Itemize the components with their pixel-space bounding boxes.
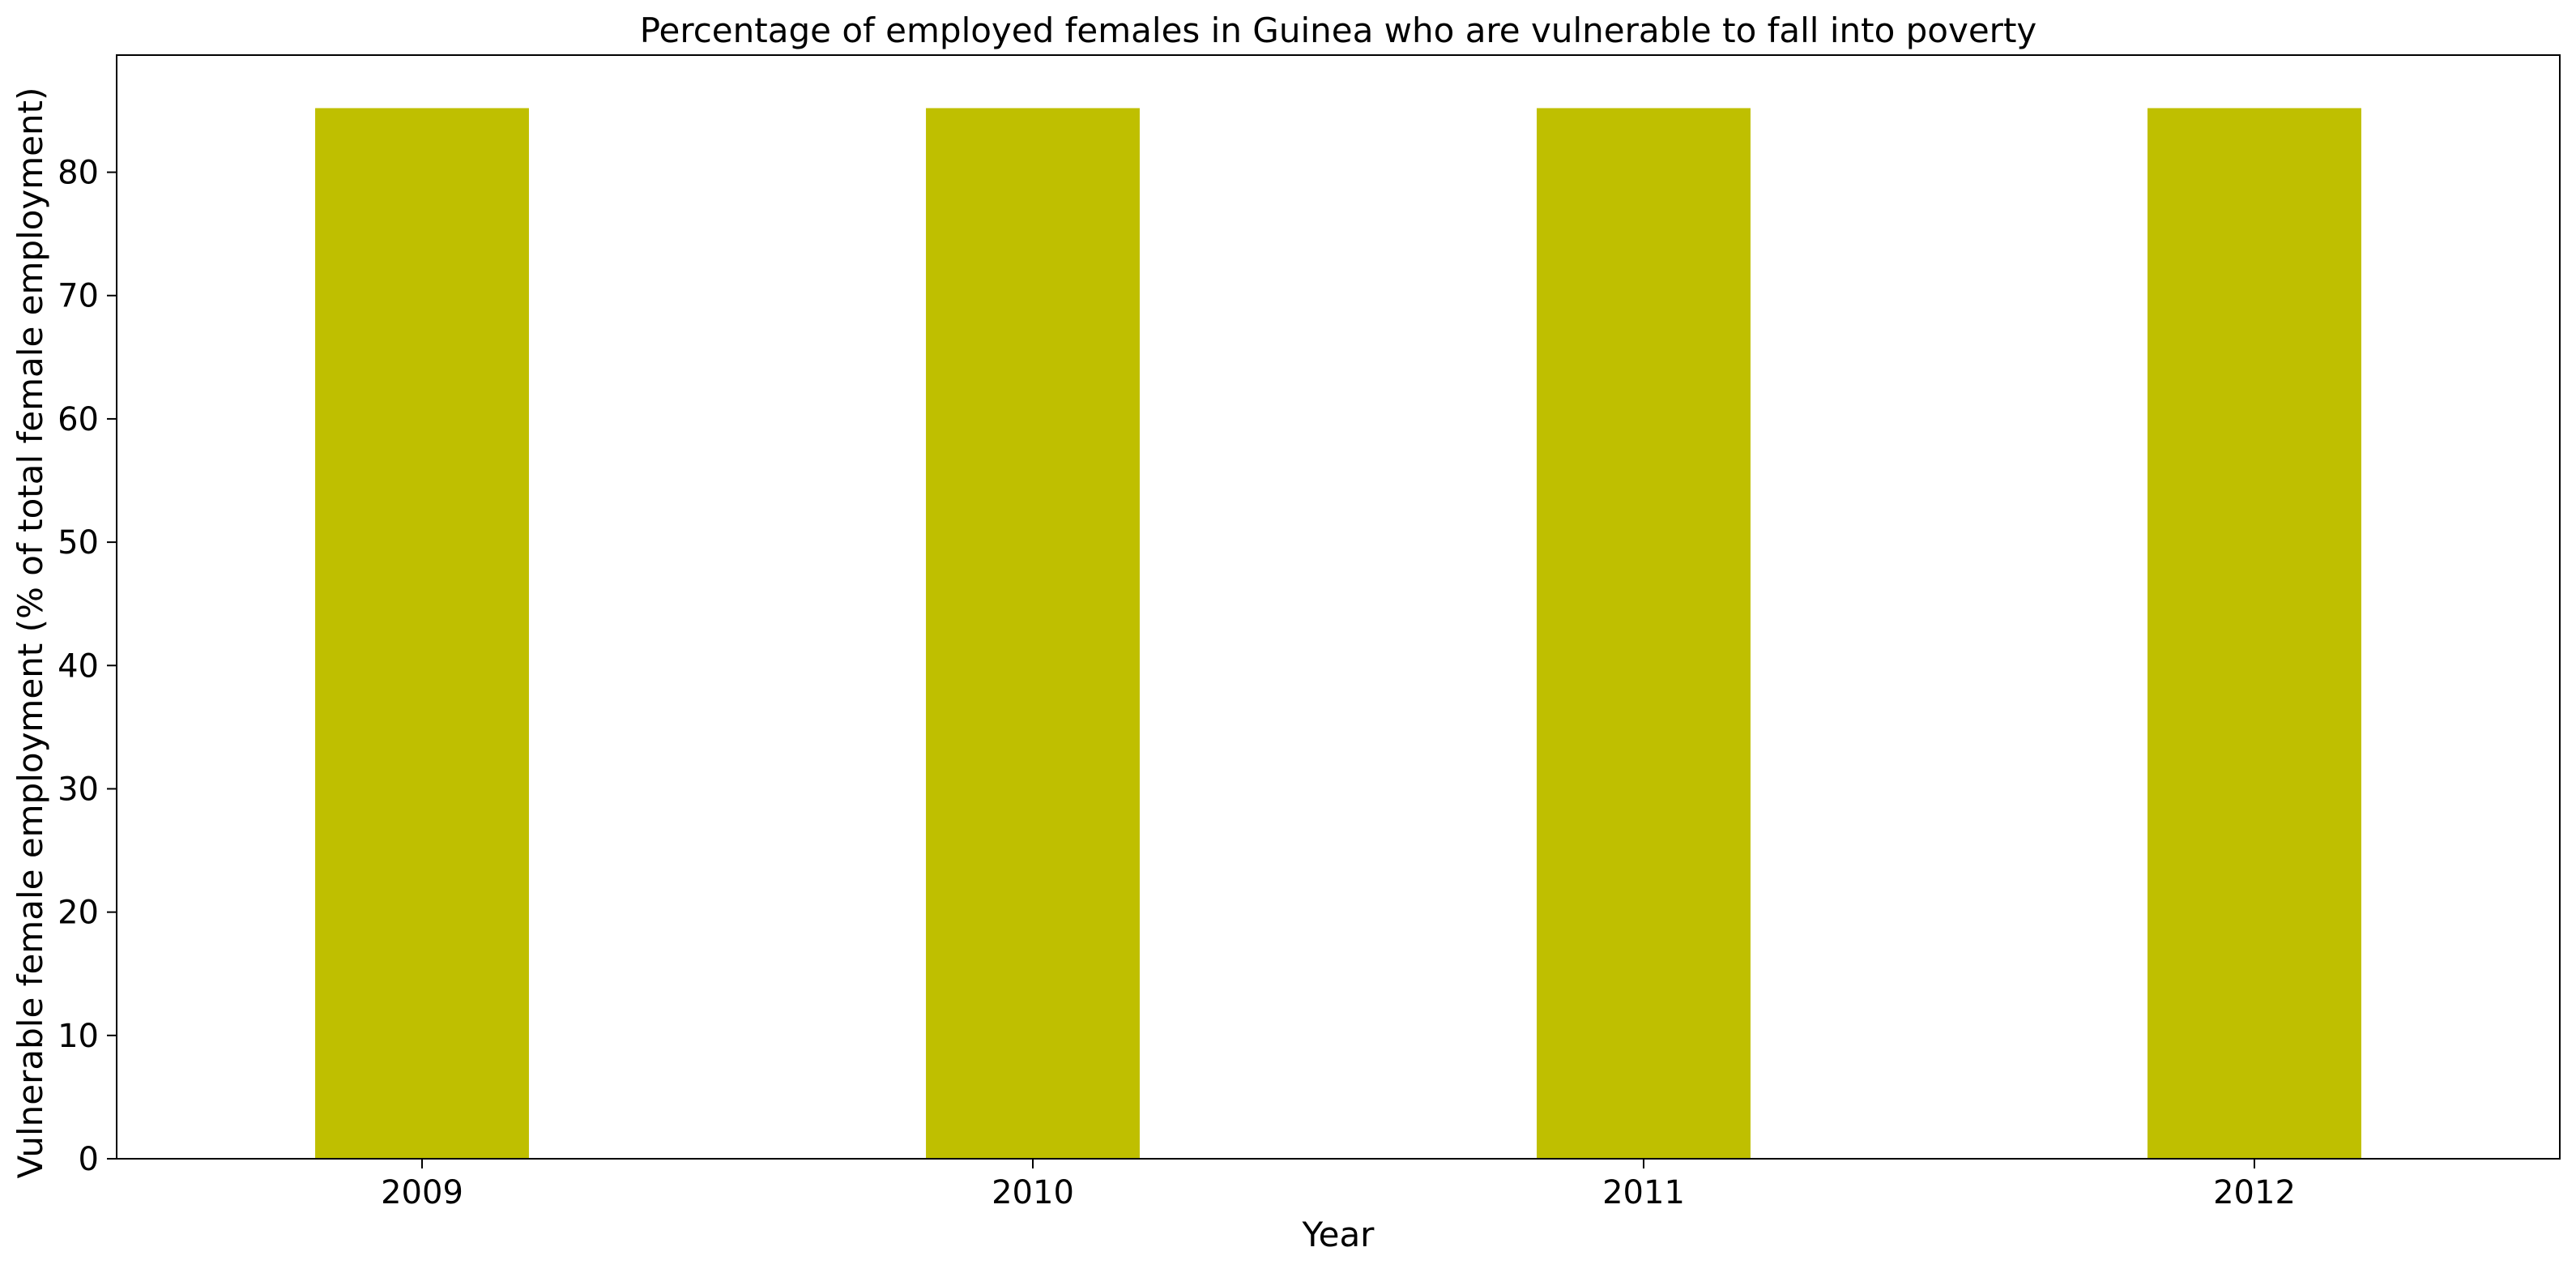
y-tick-label-20: 20 xyxy=(58,895,99,932)
y-tick-label-10: 10 xyxy=(58,1018,99,1055)
bar-2009 xyxy=(315,108,529,1159)
x-tick-label-2010: 2010 xyxy=(992,1174,1074,1211)
chart-title: Percentage of employed females in Guinea… xyxy=(640,11,2037,50)
bar-2010 xyxy=(926,108,1140,1159)
x-axis-label: Year xyxy=(1302,1215,1375,1254)
y-axis-label: Vulnerable female employment (% of total… xyxy=(11,88,50,1179)
x-tick-label-2011: 2011 xyxy=(1602,1174,1685,1211)
y-tick-label-50: 50 xyxy=(58,524,99,562)
y-tick-label-40: 40 xyxy=(58,647,99,685)
y-tick-label-30: 30 xyxy=(58,771,99,808)
y-tick-label-70: 70 xyxy=(58,278,99,315)
bar-2012 xyxy=(2147,108,2361,1159)
y-tick-label-80: 80 xyxy=(58,155,99,192)
y-tick-label-60: 60 xyxy=(58,401,99,438)
plot-frame xyxy=(116,54,2561,1160)
plot-area: 2009 2010 2011 2012 0 10 20 30 40 50 60 70 80 xyxy=(58,54,2561,1211)
x-tick-label-2009: 2009 xyxy=(381,1174,463,1211)
bar-2011 xyxy=(1537,108,1751,1159)
y-tick-label-0: 0 xyxy=(79,1141,99,1178)
x-tick-label-2012: 2012 xyxy=(2213,1174,2296,1211)
